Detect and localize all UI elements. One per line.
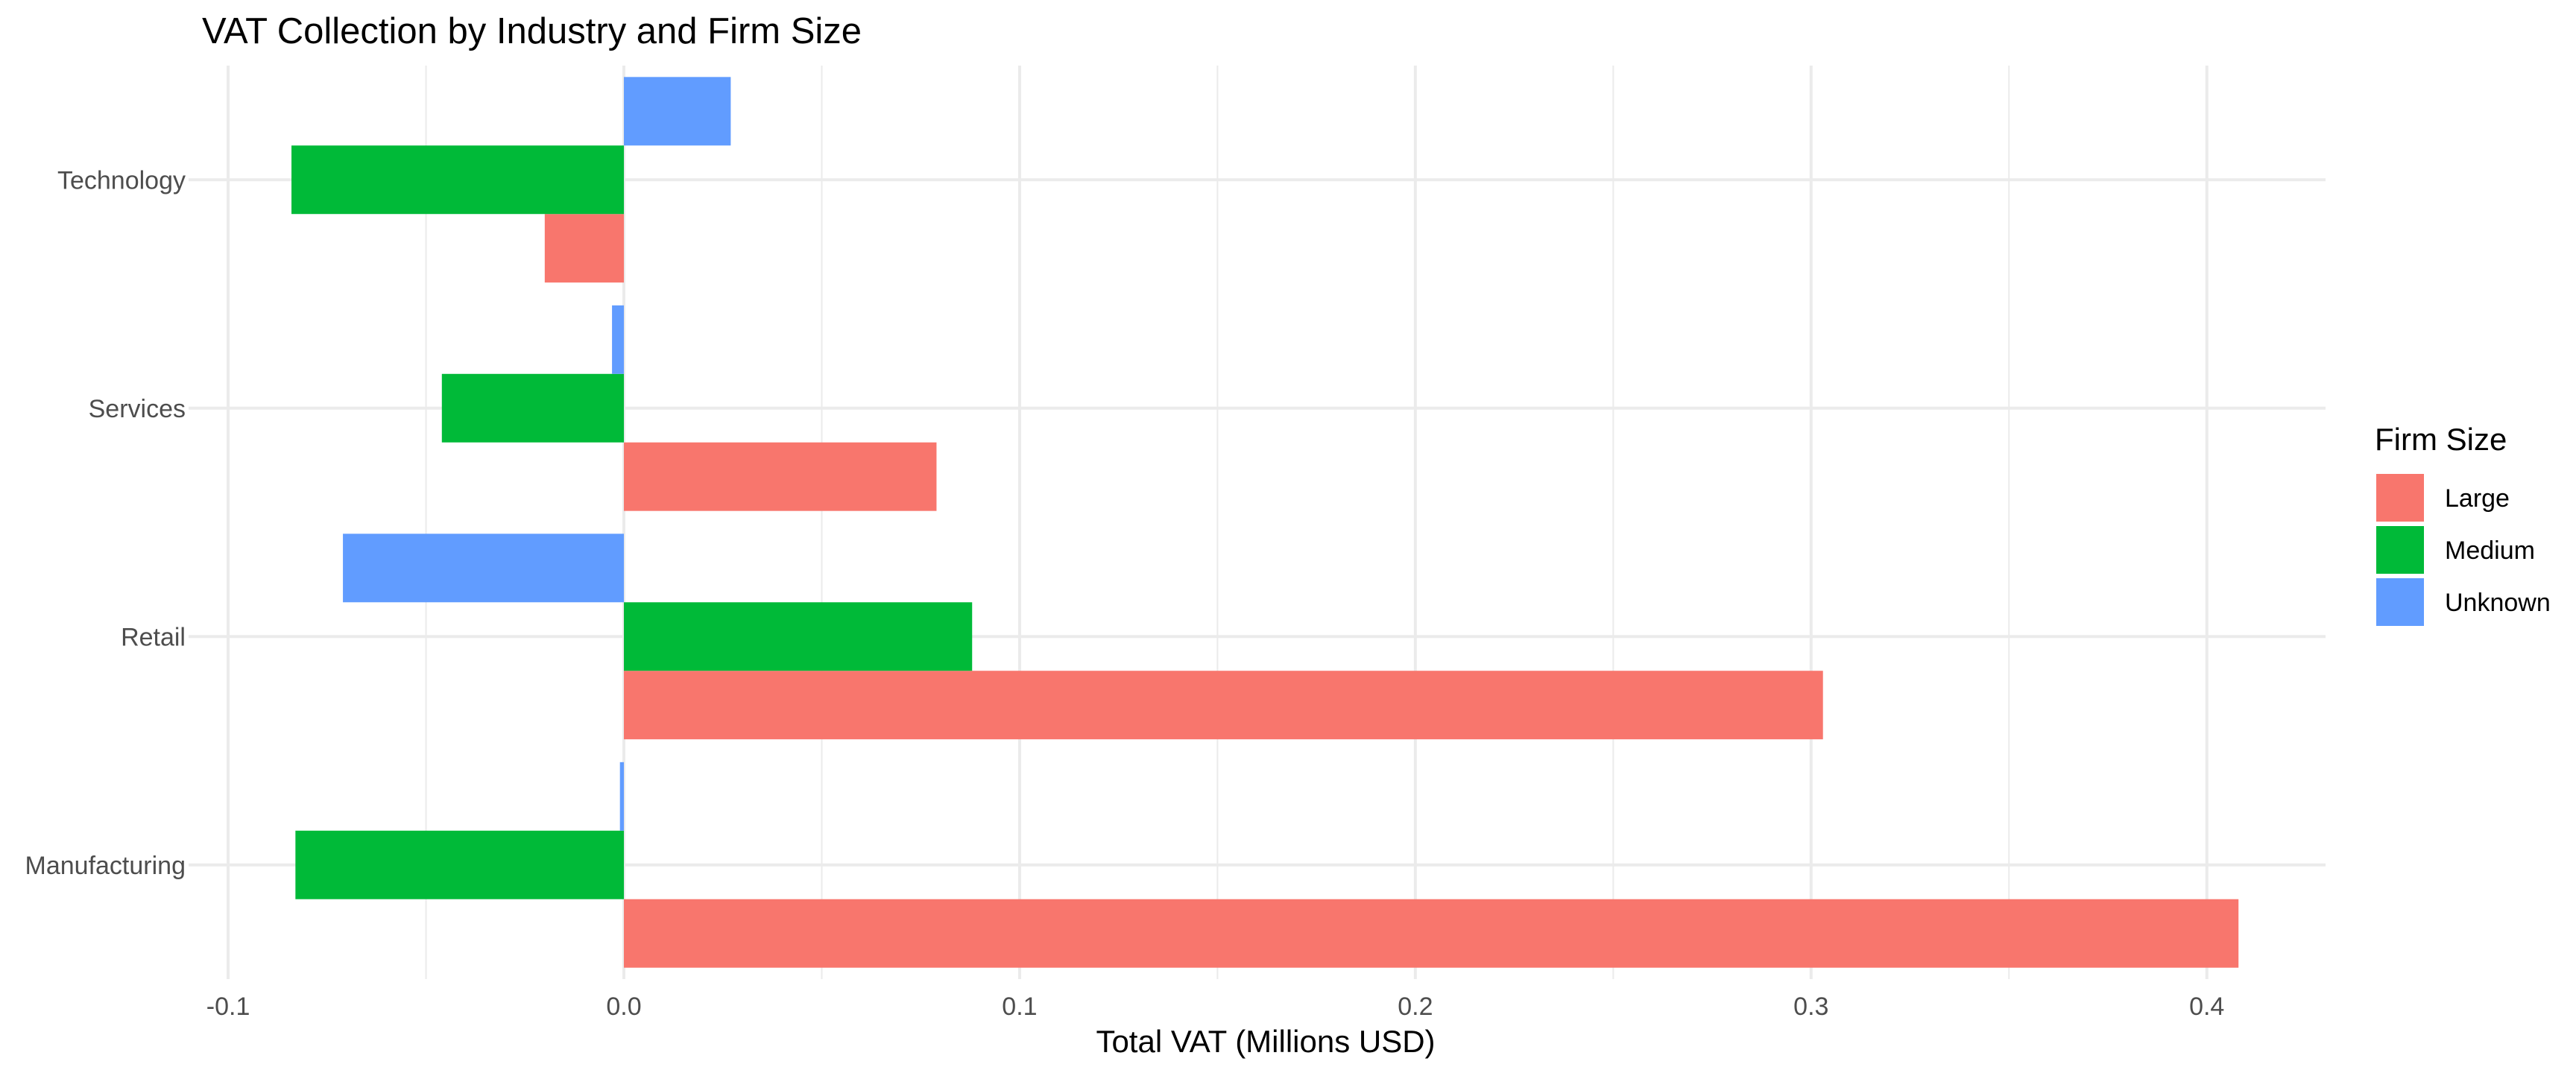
bar-unknown-manufacturing: [619, 762, 625, 831]
y-tick-label-technology: Technology: [57, 166, 186, 194]
bar-unknown-services: [612, 305, 625, 374]
bars-layer: [291, 77, 2239, 968]
legend-key-medium: [2376, 526, 2424, 574]
legend-label-medium: Medium: [2445, 536, 2535, 565]
x-axis-title: Total VAT (Millions USD): [1096, 1024, 1435, 1059]
x-axis-ticks: -0.1 0.0 0.1 0.2 0.3 0.4: [206, 993, 2225, 1021]
bar-large-manufacturing: [624, 899, 2239, 968]
bar-medium-retail: [624, 602, 973, 671]
x-tick-label: 0.2: [1398, 993, 1433, 1021]
x-tick-label: 0.1: [1002, 993, 1037, 1021]
bar-medium-manufacturing: [295, 830, 625, 899]
bar-medium-services: [441, 373, 625, 443]
minor-grid: [425, 66, 2010, 979]
y-axis-ticks: Manufacturing Retail Services Technology: [25, 166, 186, 880]
x-tick-label: 0.3: [1793, 993, 1828, 1021]
y-tick-label-manufacturing: Manufacturing: [25, 852, 186, 880]
legend-title: Firm Size: [2375, 422, 2507, 457]
chart-title: VAT Collection by Industry and Firm Size: [202, 11, 862, 51]
bar-large-services: [624, 442, 937, 511]
bar-medium-technology: [291, 145, 625, 215]
bar-unknown-technology: [624, 77, 731, 146]
legend-key-large: [2376, 474, 2424, 522]
x-tick-label: 0.0: [606, 993, 641, 1021]
legend-label-unknown: Unknown: [2445, 589, 2551, 617]
x-tick-label: 0.4: [2189, 993, 2224, 1021]
legend-label-large: Large: [2445, 484, 2510, 513]
x-tick-label: -0.1: [206, 993, 250, 1021]
y-tick-label-services: Services: [89, 395, 186, 423]
bar-large-retail: [624, 671, 1823, 740]
bar-large-technology: [544, 214, 625, 283]
legend-key-unknown: [2376, 578, 2424, 626]
y-tick-label-retail: Retail: [121, 623, 186, 651]
legend: Firm Size Large Medium Unknown: [2375, 422, 2551, 626]
bar-unknown-retail: [343, 534, 625, 603]
